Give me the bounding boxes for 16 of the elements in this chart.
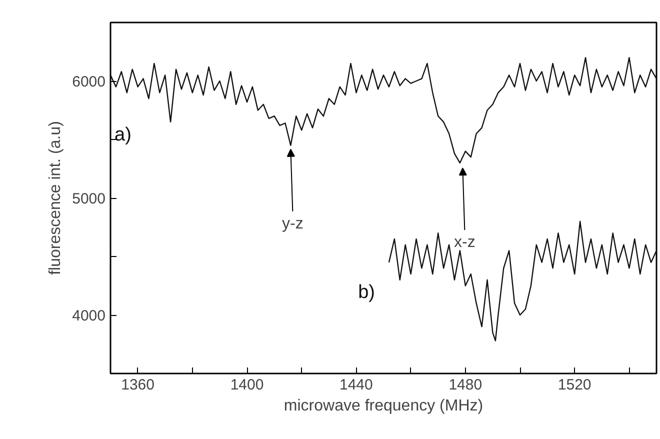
x-tick-label: 1400: [230, 376, 264, 394]
line-series: [388, 220, 656, 342]
x-tick-label: 1360: [121, 376, 154, 394]
y-tick-label: 5000: [72, 190, 106, 208]
y-tick-label: 6000: [72, 74, 106, 90]
series-label: b): [358, 282, 375, 303]
series-label: a): [114, 124, 132, 146]
x-axis-title: microwave frequency (MHz): [284, 398, 484, 414]
x-tick-label: 1440: [340, 376, 373, 394]
annotation: x-z: [454, 234, 476, 252]
x-tick-label: 1520: [558, 376, 592, 394]
line-series: [110, 57, 656, 164]
y-tick-label: 4000: [72, 308, 106, 324]
y-axis-title: fluorescence int. (a.u): [47, 121, 64, 275]
annotation: y-z: [282, 215, 304, 232]
x-tick-label: 1480: [448, 376, 482, 394]
